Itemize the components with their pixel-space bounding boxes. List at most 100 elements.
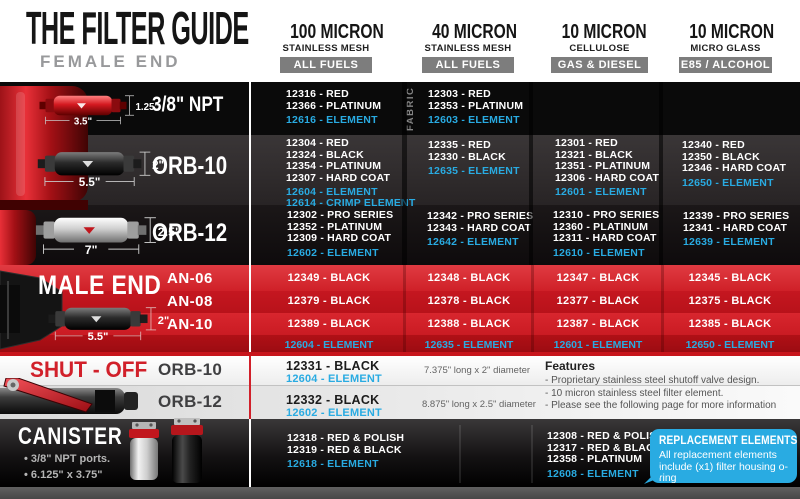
callout-title: REPLACEMENT ELEMENTS bbox=[659, 435, 798, 447]
male-col-microglass: 12345 - BLACK 12375 - BLACK 12385 - BLACK … bbox=[664, 267, 796, 354]
part-number: 12310 - PRO SERIES bbox=[553, 209, 660, 221]
part-number: 12346 - HARD COAT bbox=[682, 162, 787, 174]
dim-height-label: 1.25" bbox=[136, 102, 160, 113]
cell-canister-cellulose: 12308 - RED & POLISH 12317 - RED & BLACK 1… bbox=[547, 430, 664, 480]
element-number: 12602 - ELEMENT bbox=[287, 246, 379, 259]
part-number: 12309 - HARD COAT bbox=[287, 232, 392, 244]
element-number: 12601 - ELEMENT bbox=[553, 339, 643, 351]
part-number: 12340 - RED bbox=[682, 139, 745, 151]
features-list: - Proprietary stainless steel shutoff va… bbox=[545, 375, 776, 413]
element-number: 12604 - ELEMENT bbox=[286, 186, 378, 198]
part-list: 12303 - RED 12353 - PLATINUM bbox=[428, 88, 523, 112]
cell-orb10-100micron: 12304 - RED 12324 - BLACK 12354 - PLATINUM… bbox=[286, 137, 415, 209]
canister-bullets: • 3/8" NPT ports. • 6.125" x 3.75" bbox=[24, 451, 110, 483]
column-gap bbox=[661, 265, 664, 352]
divider-labels-data-dark bbox=[249, 82, 251, 352]
column-header-10-micron-microglass: 10 MICRON MICRO GLASS E85 / ALCOHOL bbox=[679, 21, 775, 73]
part-list: 12302 - PRO SERIES 12352 - PLATINUM 12309 … bbox=[287, 209, 394, 245]
element-number: 12635 - ELEMENT bbox=[424, 339, 514, 351]
column-gap bbox=[529, 82, 533, 265]
part-number: 12341 - HARD COAT bbox=[683, 221, 788, 234]
part-list: 12339 - PRO SERIES 12341 - HARD COAT bbox=[683, 210, 789, 234]
column-subtitle: STAINLESS MESH bbox=[424, 43, 512, 54]
part-list: 12347 - BLACK 12377 - BLACK 12387 - BLACK bbox=[534, 267, 662, 336]
column-title: 100 MICRON bbox=[290, 21, 384, 43]
male-end-label: MALE END bbox=[38, 270, 162, 300]
canister-label: CANISTER bbox=[18, 423, 123, 450]
cell-orb12-40micron: 12342 - PRO SERIES 12343 - HARD COAT 1264… bbox=[427, 210, 533, 248]
part-number: 12302 - PRO SERIES bbox=[287, 209, 394, 221]
element-list: 12642 - ELEMENT bbox=[427, 237, 533, 248]
part-list: 12342 - PRO SERIES 12343 - HARD COAT bbox=[427, 210, 533, 234]
cell-orb12-microglass: 12339 - PRO SERIES 12341 - HARD COAT 1263… bbox=[683, 210, 789, 248]
part-number: 12358 - PLATINUM bbox=[547, 453, 643, 465]
part-number: 12385 - BLACK bbox=[688, 318, 772, 330]
part-list: 12316 - RED 12366 - PLATINUM bbox=[286, 88, 381, 112]
header: THE FILTER GUIDE FEMALE END 100 MICRON S… bbox=[0, 0, 800, 82]
feature-item: - Proprietary stainless steel shutoff va… bbox=[545, 375, 760, 386]
features-title: Features bbox=[545, 359, 596, 373]
row-label-npt: 3/8" NPT bbox=[152, 93, 224, 116]
dim-height-label: 2" bbox=[158, 315, 169, 327]
column-gap bbox=[531, 425, 533, 483]
element-number: 12650 - ELEMENT bbox=[685, 339, 775, 351]
shutoff-element-orb12: 12602 - ELEMENT bbox=[286, 407, 382, 419]
dim-width-label: 5.5" bbox=[88, 331, 109, 341]
row-label-orb12: ORB-12 bbox=[152, 219, 228, 247]
male-band-an10 bbox=[0, 313, 800, 335]
cell-npt-40micron: 12303 - RED 12353 - PLATINUM 12603 - ELEM… bbox=[428, 88, 523, 126]
part-list: 12335 - RED 12330 - BLACK bbox=[428, 139, 520, 163]
dim-height-label: 2" bbox=[152, 159, 164, 172]
cell-orb10-microglass: 12340 - RED 12350 - BLACK 12346 - HARD COA… bbox=[682, 139, 787, 189]
cell-npt-100micron: 12316 - RED 12366 - PLATINUM 12616 - ELEM… bbox=[286, 88, 381, 126]
male-band-elements bbox=[0, 335, 800, 352]
shutoff-valve-image bbox=[0, 378, 138, 414]
male-col-cellulose: 12347 - BLACK 12377 - BLACK 12387 - BLACK … bbox=[534, 267, 662, 354]
element-list: 12635 - ELEMENT bbox=[428, 166, 520, 177]
callout-text: All replacement elements bbox=[659, 449, 777, 461]
fuel-badge: ALL FUELS bbox=[422, 57, 514, 73]
column-header-40-micron: 40 MICRON STAINLESS MESH ALL FUELS bbox=[422, 22, 517, 73]
part-list: 12308 - RED & POLISH 12317 - RED & BLACK 1… bbox=[547, 430, 664, 466]
element-list: 12610 - ELEMENT bbox=[553, 247, 659, 259]
element-number: 12603 - ELEMENT bbox=[428, 114, 520, 126]
element-number: 12639 - ELEMENT bbox=[683, 236, 775, 248]
part-number: 12345 - BLACK bbox=[688, 272, 772, 284]
part-number: 12379 - BLACK bbox=[287, 295, 371, 307]
canister-bullet: • 3/8" NPT ports. bbox=[24, 453, 111, 465]
page-title: THE FILTER GUIDE bbox=[26, 2, 249, 54]
part-number: 12335 - RED bbox=[428, 139, 491, 151]
element-list: 12639 - ELEMENT bbox=[683, 237, 789, 248]
part-number: 12304 - RED bbox=[286, 137, 349, 149]
part-number: 12352 - PLATINUM bbox=[287, 220, 383, 233]
element-list: 12616 - ELEMENT bbox=[286, 115, 381, 126]
row-npt bbox=[0, 82, 800, 135]
part-number: 12317 - RED & BLACK bbox=[547, 441, 662, 454]
canister-bullet: • 6.125" x 3.75" bbox=[24, 469, 103, 481]
part-number: 12316 - RED bbox=[286, 88, 349, 100]
part-number: 12377 - BLACK bbox=[556, 295, 640, 307]
element-number: 12635 - ELEMENT bbox=[428, 165, 520, 177]
male-filter-image: 2" 5.5" bbox=[48, 307, 169, 341]
element-list: 12608 - ELEMENT bbox=[547, 468, 664, 480]
part-number: 12343 - HARD COAT bbox=[427, 221, 532, 234]
feature-item: - 10 micron stainless steel filter eleme… bbox=[545, 387, 724, 399]
element-list: 12650 - ELEMENT bbox=[682, 177, 786, 189]
replacement-elements-callout: REPLACEMENT ELEMENTS All replacement ele… bbox=[650, 429, 798, 484]
part-number: 12330 - BLACK bbox=[428, 150, 506, 163]
shutoff-size-orb10: ORB-10 bbox=[158, 360, 223, 379]
dim-width-label: 7" bbox=[85, 243, 98, 255]
features-block: Features - Proprietary stainless steel s… bbox=[545, 359, 776, 413]
cell-orb12-cellulose: 12310 - PRO SERIES 12360 - PLATINUM 12311 … bbox=[553, 209, 660, 259]
part-number: 12319 - RED & BLACK bbox=[287, 443, 402, 456]
element-list: 12618 - ELEMENT bbox=[287, 459, 404, 470]
part-list: 12345 - BLACK 12375 - BLACK 12385 - BLACK bbox=[664, 267, 796, 336]
part-number: 12303 - RED bbox=[428, 88, 491, 100]
part-number: 12306 - HARD COAT bbox=[555, 171, 660, 184]
column-subtitle: MICRO GLASS bbox=[690, 43, 761, 54]
column-gap bbox=[403, 265, 406, 352]
column-title: 10 MICRON bbox=[689, 21, 775, 43]
part-list: 12348 - BLACK 12378 - BLACK 12388 - BLACK bbox=[406, 267, 532, 336]
shutoff-part-orb10: 12331 - BLACK bbox=[286, 359, 380, 373]
